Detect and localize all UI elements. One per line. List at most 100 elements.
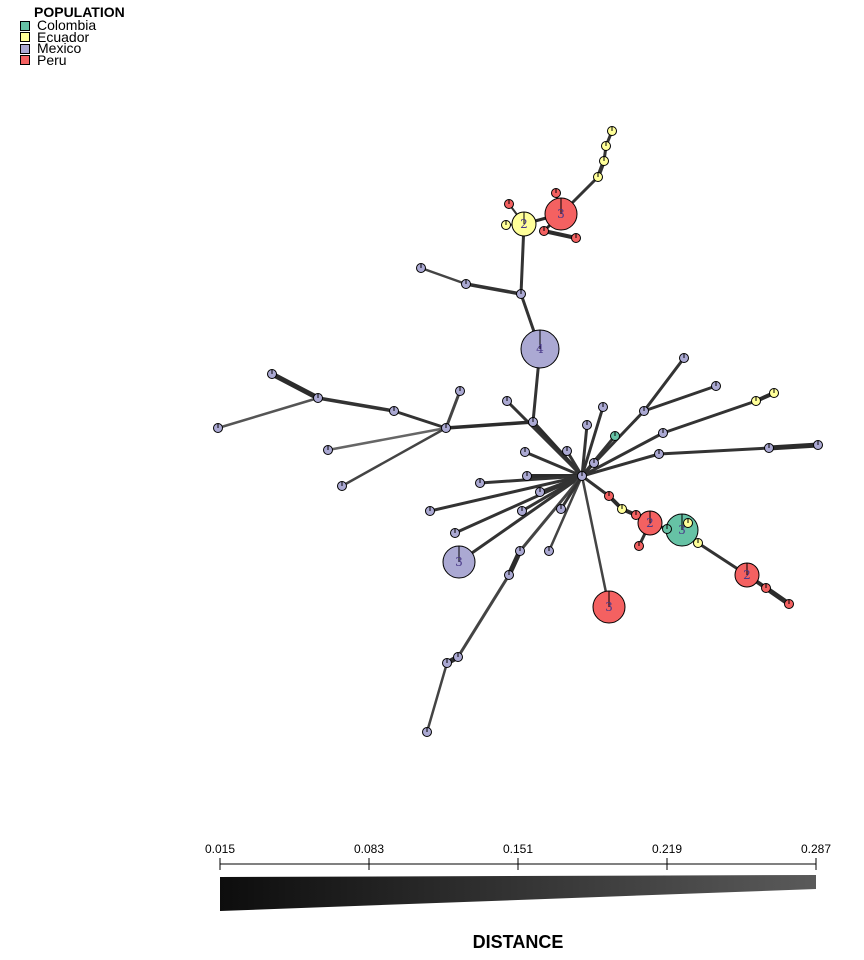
haplotype-node <box>599 156 609 166</box>
haplotype-node <box>813 440 823 450</box>
haplotype-node <box>455 386 465 396</box>
haplotype-node <box>617 504 627 514</box>
legend-items: Colombia Ecuador Mexico Peru <box>20 18 125 67</box>
haplotype-node: 2 <box>734 562 760 588</box>
distance-gradient-wedge <box>220 875 816 911</box>
haplotype-node <box>711 381 721 391</box>
network-edge <box>580 405 605 478</box>
network-edge <box>505 399 584 478</box>
network-edge <box>580 474 611 609</box>
network-edge <box>464 282 523 296</box>
network-edge <box>456 573 511 659</box>
haplotype-node <box>761 583 771 593</box>
haplotype-node <box>751 396 761 406</box>
haplotype-node <box>502 396 512 406</box>
haplotype-node <box>683 518 693 528</box>
haplotype-node <box>571 233 581 243</box>
network-edge <box>547 474 584 553</box>
haplotype-node <box>631 510 641 520</box>
haplotype-node <box>662 524 672 534</box>
network-edge <box>580 452 661 478</box>
node-count-label: 2 <box>743 568 751 582</box>
haplotype-node <box>516 289 526 299</box>
node-count-label: 2 <box>646 516 654 530</box>
network-edge <box>478 474 584 485</box>
network-edge <box>453 474 584 535</box>
haplotype-node <box>425 506 435 516</box>
haplotype-node <box>442 658 452 668</box>
haplotype-node <box>598 402 608 412</box>
network-edge <box>444 420 535 430</box>
scale-tick-label: 0.151 <box>502 842 534 856</box>
legend: POPULATION Colombia Ecuador Mexico Peru <box>20 4 125 67</box>
haplotype-node: 3 <box>544 197 578 231</box>
network-edge <box>316 396 396 413</box>
scale-tick-label: 0.287 <box>800 842 832 856</box>
node-count-label: 3 <box>678 523 686 537</box>
haplotype-node <box>562 446 572 456</box>
legend-swatch <box>20 32 30 43</box>
haplotype-node: 4 <box>520 329 560 369</box>
haplotype-node <box>504 570 514 580</box>
haplotype-node <box>213 423 223 433</box>
legend-swatch <box>20 55 30 66</box>
network-edge <box>326 426 448 452</box>
legend-item: Mexico <box>20 41 125 55</box>
haplotype-node <box>515 546 525 556</box>
network-edge <box>392 409 448 430</box>
network-edge <box>523 450 584 478</box>
haplotype-node: 3 <box>592 590 626 624</box>
haplotype-node <box>551 188 561 198</box>
network-edge <box>661 399 758 435</box>
network-edge <box>580 423 589 478</box>
haplotype-node <box>323 445 333 455</box>
network-edge <box>269 371 321 401</box>
haplotype-node <box>337 481 347 491</box>
haplotype-node <box>589 458 599 468</box>
haplotype-node <box>577 471 587 481</box>
network-edge <box>216 396 320 430</box>
haplotype-node <box>461 279 471 289</box>
haplotype-node <box>601 141 611 151</box>
scale-tick-label: 0.015 <box>204 842 236 856</box>
network-edge <box>444 389 462 430</box>
haplotype-node <box>501 220 511 230</box>
network-edge <box>340 426 448 488</box>
haplotype-node <box>539 226 549 236</box>
network-edge <box>766 442 821 451</box>
legend-item: Peru <box>20 53 125 67</box>
haplotype-node <box>520 447 530 457</box>
haplotype-node <box>607 126 617 136</box>
network-edge <box>419 266 468 286</box>
legend-title: POPULATION <box>34 4 125 20</box>
haplotype-node <box>475 478 485 488</box>
node-count-label: 2 <box>520 217 528 231</box>
network-edge <box>425 661 449 734</box>
network-edge <box>428 474 584 513</box>
haplotype-node <box>313 393 323 403</box>
network-edge <box>580 474 611 498</box>
legend-swatch <box>20 43 30 54</box>
haplotype-node <box>544 546 554 556</box>
node-count-label: 3 <box>557 207 565 221</box>
node-count-label: 4 <box>536 342 544 356</box>
node-count-label: 3 <box>455 555 463 569</box>
haplotype-node: 3 <box>442 545 476 579</box>
haplotype-node <box>450 528 460 538</box>
legend-item: Ecuador <box>20 28 125 45</box>
node-count-label: 3 <box>605 600 613 614</box>
haplotype-node <box>604 491 614 501</box>
scale-tick-label: 0.083 <box>353 842 385 856</box>
haplotype-node <box>593 172 603 182</box>
legend-swatch <box>20 20 30 31</box>
network-edge <box>657 446 771 456</box>
distance-scale-title: DISTANCE <box>472 932 564 952</box>
haplotype-node <box>582 420 592 430</box>
haplotype-node <box>389 406 399 416</box>
network-edge <box>580 431 665 478</box>
haplotype-node <box>416 263 426 273</box>
legend-label: Ecuador <box>37 28 90 45</box>
network-edge <box>642 384 718 413</box>
haplotype-node <box>610 431 620 441</box>
